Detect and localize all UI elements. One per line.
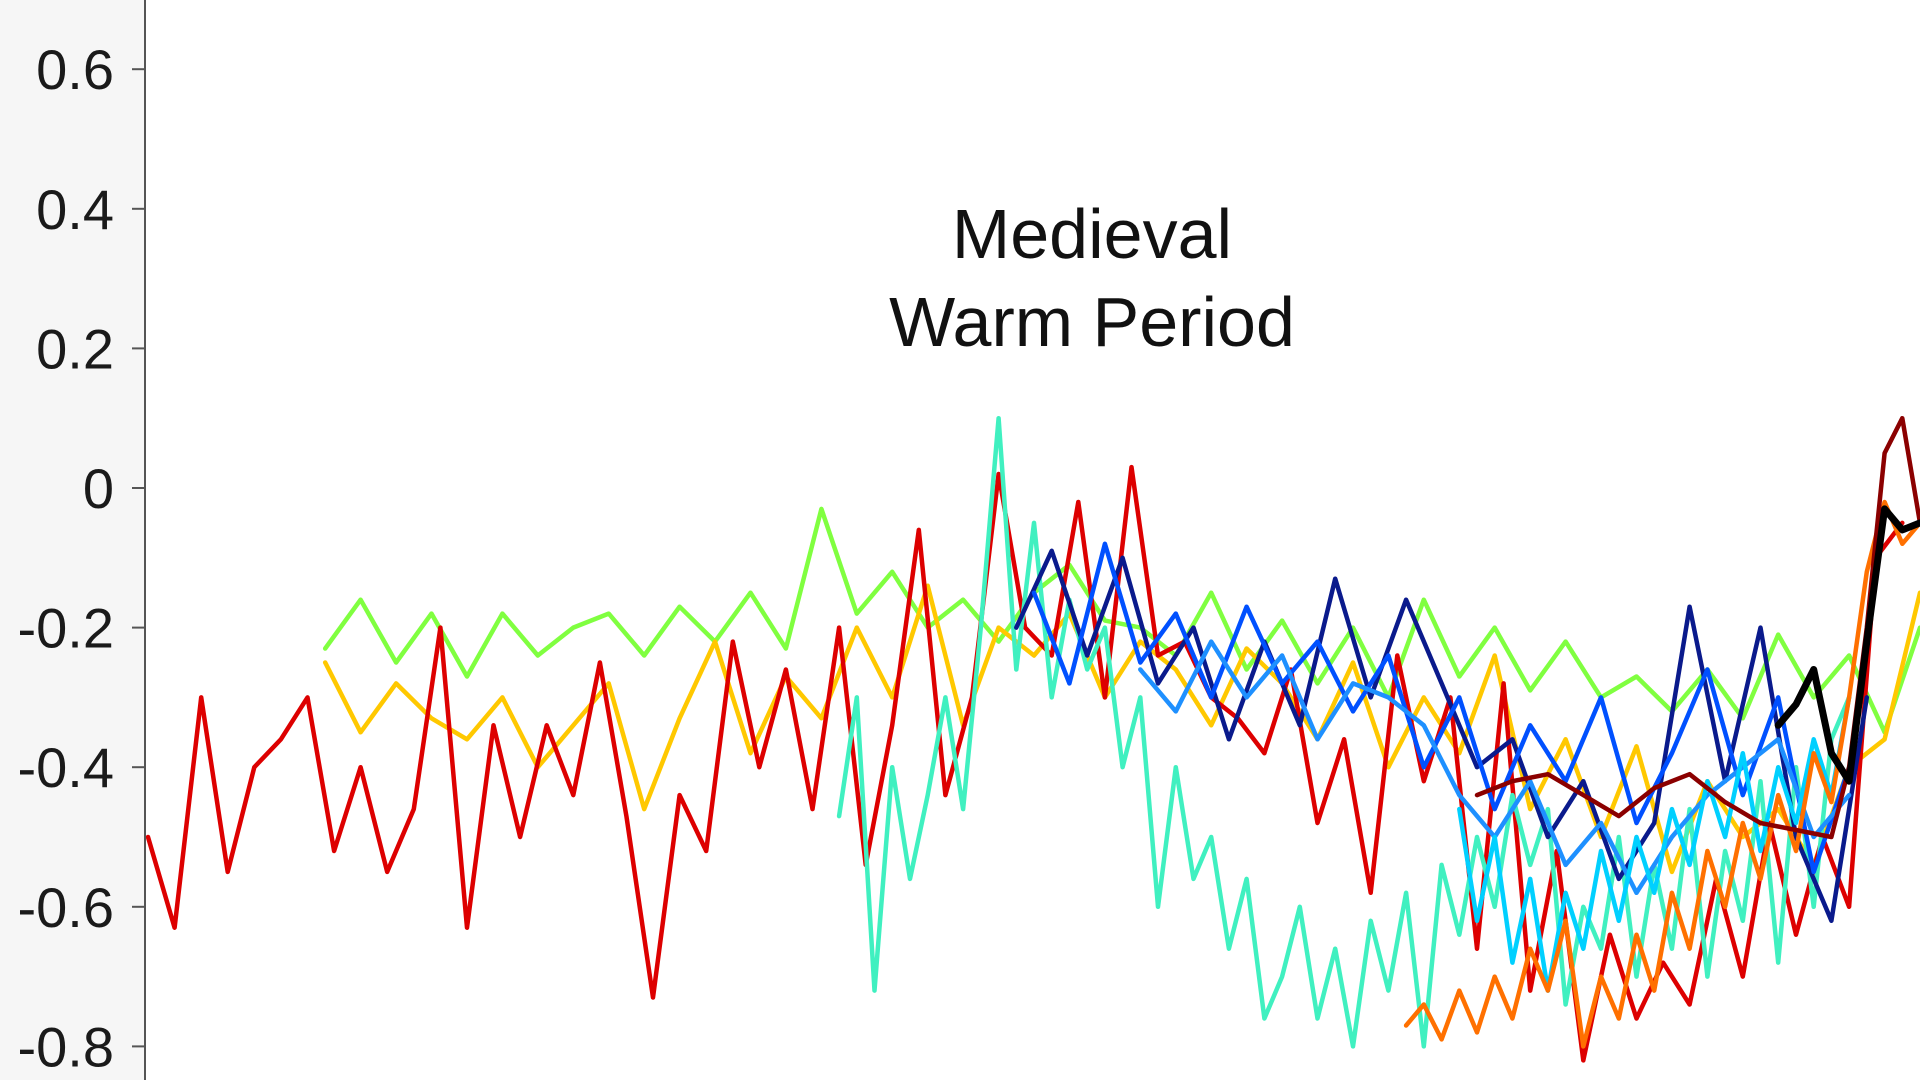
series-line-5 <box>1031 541 1852 875</box>
series-line-2 <box>145 464 1905 1063</box>
series-line-3 <box>836 415 1852 1049</box>
y-tick-label: 0.6 <box>36 38 114 101</box>
series-line-8 <box>1403 499 1920 1049</box>
y-tick-label: 0.4 <box>36 178 114 241</box>
series-layer <box>145 415 1920 1063</box>
y-tick-label: -0.6 <box>18 876 115 939</box>
y-axis: 0.6 0.4 0.2 0 -0.2 -0.4 -0.6 -0.8 <box>18 38 145 1078</box>
annotation-line1: Medieval <box>952 195 1232 273</box>
series-line-7 <box>1457 695 1852 993</box>
series-line-10 <box>1774 505 1920 785</box>
y-tick-label: -0.2 <box>18 597 115 660</box>
y-tick-label: 0.2 <box>36 317 114 380</box>
y-tick-label: -0.4 <box>18 736 115 799</box>
y-tick-label: -0.8 <box>18 1015 115 1078</box>
y-tick-label: 0 <box>83 457 114 520</box>
annotation-line2: Warm Period <box>889 283 1295 361</box>
left-panel-background <box>0 0 145 1080</box>
series-line-0 <box>322 506 1920 735</box>
series-line-9 <box>1474 415 1920 840</box>
